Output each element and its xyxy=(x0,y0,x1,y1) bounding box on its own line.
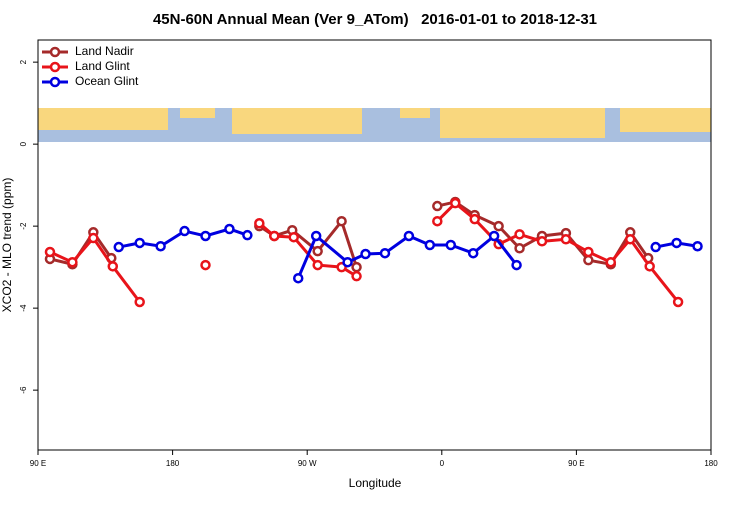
point xyxy=(134,296,145,308)
point xyxy=(351,261,362,273)
legend-marker xyxy=(49,76,61,88)
point xyxy=(605,256,617,268)
point xyxy=(269,230,280,242)
point xyxy=(469,213,480,225)
point xyxy=(342,256,353,268)
point xyxy=(351,270,362,282)
point xyxy=(336,215,347,227)
point xyxy=(44,246,56,258)
point xyxy=(671,237,682,249)
plot-frame xyxy=(37,39,712,451)
point xyxy=(200,259,211,271)
point xyxy=(583,254,594,266)
x-tick-label: 90 W xyxy=(298,459,317,468)
x-tick-label: 180 xyxy=(166,459,180,468)
x-axis-label: Longitude xyxy=(349,476,402,490)
point xyxy=(424,239,436,251)
legend-marker xyxy=(49,61,61,73)
point xyxy=(445,239,457,251)
y-axis-label: XCO2 - MLO trend (ppm) xyxy=(0,178,14,313)
point xyxy=(155,240,166,252)
y-tick-label: -4 xyxy=(19,304,28,312)
point xyxy=(672,296,684,308)
point xyxy=(67,256,78,268)
y-tick-label: 2 xyxy=(19,59,28,64)
x-tick-label: 90 E xyxy=(568,459,584,468)
y-tick-label: 0 xyxy=(19,141,28,146)
y-tick-label: -2 xyxy=(19,222,28,230)
point xyxy=(650,241,661,253)
point xyxy=(254,218,265,229)
y-tick-label: -6 xyxy=(19,386,28,394)
point xyxy=(560,234,572,245)
point xyxy=(379,247,391,259)
point xyxy=(242,229,253,241)
point xyxy=(312,259,323,271)
point xyxy=(514,243,525,254)
x-tick-label: 0 xyxy=(440,459,445,468)
point xyxy=(403,230,415,242)
point xyxy=(113,241,125,253)
x-tick-label: 90 E xyxy=(30,459,46,468)
point xyxy=(288,231,299,243)
x-tick-label: 180 xyxy=(704,459,718,468)
point xyxy=(493,220,504,232)
point xyxy=(134,237,145,249)
point xyxy=(467,247,479,259)
point xyxy=(583,246,594,258)
point xyxy=(292,272,304,284)
map-strip xyxy=(38,108,711,142)
point xyxy=(432,200,443,212)
chart-title: 45N-60N Annual Mean (Ver 9_ATom) 2016-01… xyxy=(153,11,597,28)
point xyxy=(488,230,500,242)
point xyxy=(312,245,323,257)
point xyxy=(450,197,461,209)
series xyxy=(44,197,684,308)
point xyxy=(200,230,211,242)
legend-label: Land Nadir xyxy=(75,44,134,58)
point xyxy=(432,215,443,227)
legend-label: Ocean Glint xyxy=(75,74,139,88)
point xyxy=(310,230,322,242)
point xyxy=(179,225,190,237)
point xyxy=(107,261,119,272)
point xyxy=(624,234,636,245)
point xyxy=(511,259,522,271)
point xyxy=(536,236,548,247)
legend-label: Land Glint xyxy=(75,59,130,73)
point xyxy=(360,248,371,260)
point xyxy=(692,240,703,252)
point xyxy=(514,229,525,240)
point xyxy=(644,261,655,272)
legend-marker xyxy=(49,46,61,58)
point xyxy=(224,223,235,235)
point xyxy=(88,232,99,244)
series xyxy=(113,223,703,284)
